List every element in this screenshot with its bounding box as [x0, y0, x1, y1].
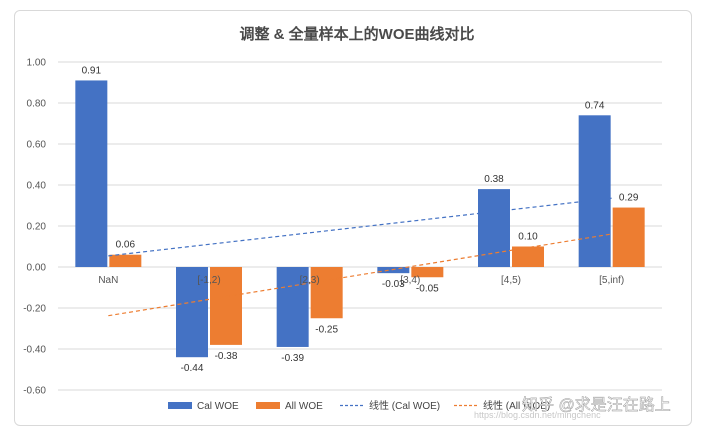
- bars: [75, 80, 645, 358]
- trendline-all-woe: [108, 233, 612, 317]
- data-label: -0.39: [281, 353, 304, 364]
- data-label: -0.44: [181, 363, 204, 374]
- bar-cal-woe: [377, 267, 410, 274]
- category-labels: NaN [-1,2) [2,3) [3,4) [4,5) [5,inf): [98, 275, 624, 286]
- bar-all-woe: [612, 207, 645, 267]
- chart-title: 调整 & 全量样本上的WOE曲线对比: [240, 25, 475, 43]
- data-label: 0.38: [484, 174, 504, 185]
- y-tick-label: 0.00: [27, 263, 47, 274]
- gridlines: [58, 61, 662, 391]
- bar-all-woe: [210, 267, 242, 345]
- data-label: 0.29: [619, 193, 639, 204]
- y-tick-label: 0.40: [27, 181, 47, 192]
- y-tick-label: 1.00: [27, 58, 47, 69]
- legend-label: Cal WOE: [197, 401, 239, 412]
- y-tick-label: 0.60: [27, 140, 47, 151]
- y-tick-label: 0.80: [27, 99, 47, 110]
- bar-cal-woe: [478, 189, 510, 267]
- data-label: 0.91: [82, 65, 102, 76]
- legend-swatch: [168, 402, 192, 409]
- data-label: 0.06: [116, 240, 136, 251]
- trendlines: [108, 197, 612, 317]
- watermark-url: https://blog.csdn.net/mingchenc: [474, 410, 601, 420]
- legend-label: 线性 (All WOE): [483, 399, 550, 412]
- bar-all-woe: [411, 267, 444, 278]
- bar-cal-woe: [276, 267, 309, 347]
- watermark-text: 知乎 @求是汪在路上: [522, 396, 671, 414]
- bar-all-woe: [512, 246, 544, 267]
- bar-all-woe: [109, 254, 142, 267]
- legend: Cal WOE All WOE 线性 (Cal WOE) 线性 (All WOE): [168, 399, 550, 412]
- category-label: [5,inf): [599, 275, 624, 286]
- y-tick-label: -0.20: [23, 304, 46, 315]
- data-label: -0.38: [215, 351, 238, 362]
- category-label: [3,4): [400, 275, 420, 286]
- data-label: -0.03: [382, 279, 405, 290]
- y-tick-label: -0.60: [23, 386, 46, 397]
- bar-cal-woe: [176, 267, 208, 358]
- y-tick-label: 0.20: [27, 222, 47, 233]
- data-label: 0.10: [518, 232, 538, 243]
- trendline-cal-woe: [108, 197, 612, 257]
- legend-swatch: [256, 402, 280, 409]
- legend-label: All WOE: [285, 401, 323, 412]
- category-label: [2,3): [300, 275, 320, 286]
- legend-label: 线性 (Cal WOE): [369, 399, 440, 412]
- data-label: -0.05: [416, 283, 439, 294]
- category-label: NaN: [98, 275, 118, 286]
- bar-cal-woe: [75, 80, 108, 267]
- y-axis: 1.00 0.80 0.60 0.40 0.20 0.00 -0.20 -0.40 -0.60: [23, 58, 46, 397]
- data-label: -0.25: [315, 324, 338, 335]
- watermark: 知乎 @求是汪在路上 https://blog.csdn.net/mingche…: [474, 396, 671, 420]
- data-labels: 0.91 0.06 -0.44 -0.38 -0.39 -0.25 -0.03 -0.05 0.…: [82, 65, 639, 374]
- category-label: [4,5): [501, 275, 521, 286]
- category-label: [-1,2): [197, 275, 220, 286]
- bar-all-woe: [310, 267, 343, 319]
- y-tick-label: -0.40: [23, 345, 46, 356]
- bar-cal-woe: [578, 115, 611, 267]
- data-label: 0.74: [585, 100, 605, 111]
